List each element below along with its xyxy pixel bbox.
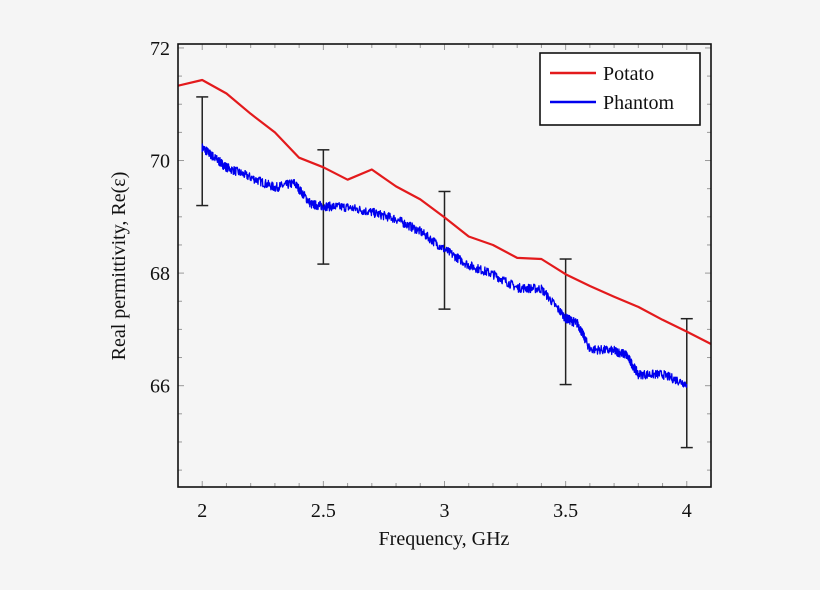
plot-frame (177, 43, 712, 488)
x-tick-label: 3 (440, 500, 450, 522)
legend: Potato Phantom (539, 52, 701, 126)
series-lines (178, 78, 711, 388)
legend-box (539, 52, 701, 126)
error-bars (196, 96, 693, 449)
y-tick-label: 68 (150, 263, 170, 285)
x-tick-label: 2.5 (311, 500, 336, 522)
legend-label-phantom: Phantom (603, 92, 675, 114)
error-bar (680, 317, 693, 449)
y-tick-label: 66 (150, 376, 170, 398)
x-tick-labels: 2 2.5 3 3.5 4 (197, 500, 692, 522)
series-line-phantom (201, 143, 688, 388)
x-axis-label: Frequency, GHz (379, 528, 510, 550)
x-tick-label: 4 (682, 500, 692, 522)
x-tick-label: 3.5 (553, 500, 578, 522)
legend-label-potato: Potato (603, 63, 654, 85)
series-line-potato (178, 78, 711, 345)
y-tick-labels: 66 68 70 72 (150, 38, 170, 398)
x-tick-label: 2 (197, 500, 207, 522)
y-tick-label: 72 (150, 38, 170, 60)
y-tick-label: 70 (150, 151, 170, 173)
y-axis-label: Real permittivity, Re(ε) (108, 172, 130, 361)
